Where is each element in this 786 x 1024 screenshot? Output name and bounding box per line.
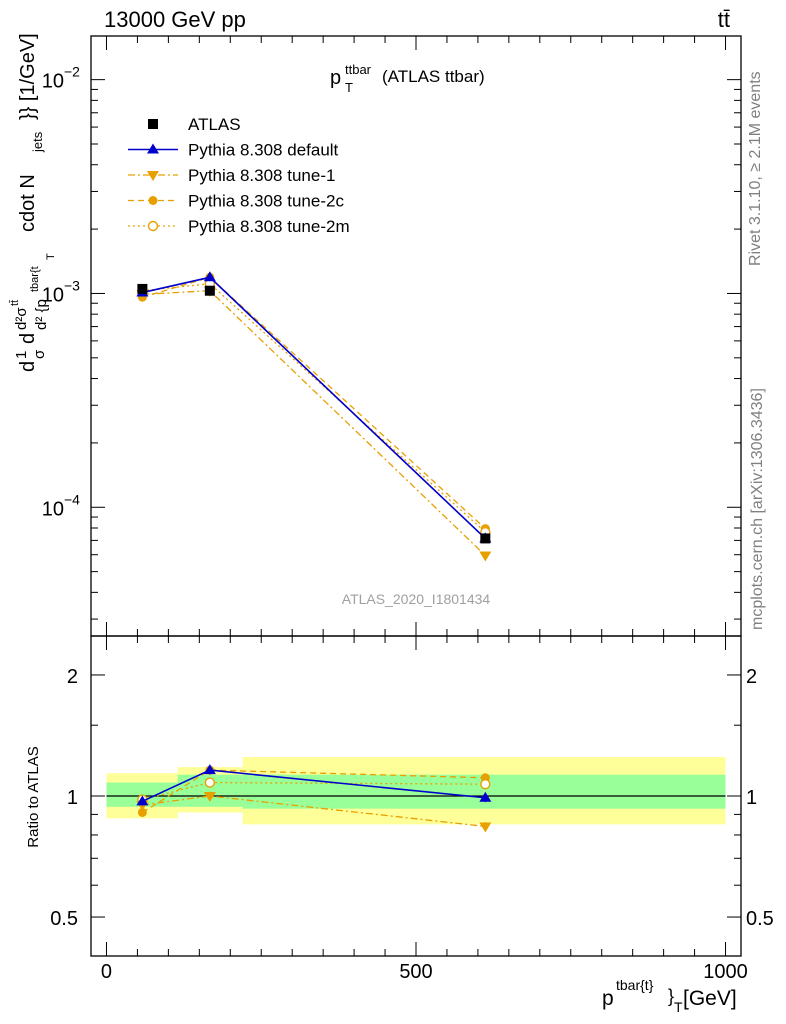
main-series-atlas [137, 283, 491, 544]
ratio-ytick-label-right-0: 0.5 [746, 908, 774, 930]
ratio-ytick-label-right-2: 2 [746, 666, 757, 688]
legend-label-default: Pythia 8.308 default [188, 141, 339, 160]
ratio-axis-ticks: 0.5 0.5 1 1 2 2 0 500 1000 [50, 636, 774, 983]
ratio-series-lines [136, 764, 492, 833]
ratio-point-tune2m [204, 777, 216, 788]
main-series-tune1 [136, 286, 492, 562]
legend-marker-default [147, 143, 159, 154]
main-point-atlas [137, 283, 148, 294]
main-series-tune2m [137, 278, 491, 538]
ylabel-ttbar: tt̄ [9, 300, 21, 306]
legend-label-tune2c: Pythia 8.308 tune-2c [188, 192, 344, 211]
main-axis-ticks: 10−410−310−2 [42, 36, 741, 636]
main-ytick-exp: −4 [64, 491, 80, 507]
ratio-point-default [479, 791, 492, 802]
legend-entry-default: Pythia 8.308 default [128, 141, 339, 160]
ratio-line-tune2c [142, 769, 486, 814]
ylabel-d2: d [17, 333, 39, 344]
legend-marker-tune2m [147, 220, 159, 232]
ratio-y-axis-label: Ratio to ATLAS [25, 746, 42, 847]
legend-label-tune1: Pythia 8.308 tune-1 [188, 166, 335, 185]
xlabel-close: } [668, 986, 674, 1006]
ratio-point-tune1 [479, 822, 492, 833]
ratio-uncertainty-bands [106, 757, 726, 825]
xtick-label-1: 500 [399, 961, 432, 983]
plot-title-suffix: (ATLAS ttbar) [382, 67, 485, 86]
ratio-point-tune2c [137, 807, 147, 817]
main-ytick-base: 10 [42, 284, 64, 306]
ratio-ytick-label-left-1: 1 [67, 787, 78, 809]
main-ytick-base: 10 [42, 498, 64, 520]
ratio-ytick-label-left-2: 2 [67, 666, 78, 688]
main-y-axis-label: d 1 σ d d²σ tt̄ d² {p tbar{t T cdot N je… [9, 33, 57, 372]
main-ytick-base: 10 [42, 71, 64, 93]
main-ytick-label-2: 10 −2 [42, 64, 80, 93]
main-ytick-exp: −3 [64, 277, 80, 293]
mcplots-reference-text: mcplots.cern.ch [arXiv:1306.3436] [749, 388, 766, 630]
legend-entry-tune1: Pythia 8.308 tune-1 [128, 166, 335, 185]
main-series-lines [136, 271, 492, 562]
ratio-point-tune2m [480, 778, 491, 790]
plot-title-main: p [330, 67, 341, 89]
ratio-ytick-label-left-0: 0.5 [50, 908, 78, 930]
xlabel-main: p [602, 987, 614, 1010]
legend-label-tune2m: Pythia 8.308 tune-2m [188, 217, 350, 236]
ratio-point-tune1 [203, 792, 216, 802]
legend-entry-atlas: ATLAS [148, 115, 241, 134]
ratio-point-default [203, 764, 216, 775]
main-line-tune2c [142, 276, 486, 530]
ylabel-unit: }} [1/GeV] [17, 33, 39, 120]
ylabel-jets: jets [30, 131, 45, 153]
legend-marker-tune2c [148, 196, 158, 205]
ylabel-cdot: cdot N [17, 174, 39, 232]
main-line-tune2m [142, 283, 486, 533]
ylabel-d2p: d² {p [33, 299, 50, 330]
ylabel-d2sigma: d²σ [13, 307, 30, 330]
ylabel-sigma: σ [31, 349, 48, 359]
plot-title-sup: ttbar [345, 62, 372, 77]
ylabel-one: 1 [13, 351, 30, 359]
analysis-watermark: ATLAS_2020_I1801434 [342, 591, 491, 607]
header-left: 13000 GeV pp [104, 7, 246, 32]
legend-label-atlas: ATLAS [188, 115, 241, 134]
x-axis-label: p tbar{t} } T [GeV] [602, 977, 737, 1015]
header-right: tt̄ [718, 7, 730, 32]
ratio-series-default [136, 764, 492, 806]
xlabel-sup: tbar{t} [616, 977, 654, 993]
main-line-default [142, 276, 486, 540]
legend-marker-tune1 [147, 171, 159, 181]
xlabel-unit: [GeV] [683, 987, 737, 1010]
main-ytick-label-1: 10 −3 [42, 277, 80, 306]
main-ytick-label-0: 10 −4 [42, 491, 80, 520]
main-line-tune1 [142, 290, 486, 556]
ylabel-d1: d [17, 361, 39, 372]
legend-entry-tune2c: Pythia 8.308 tune-2c [128, 192, 344, 211]
main-series-tune2c [137, 272, 490, 534]
main-point-default [203, 271, 216, 282]
xlabel-sub: T [674, 999, 683, 1015]
main-point-tune1 [479, 551, 492, 562]
main-point-atlas [204, 285, 215, 296]
main-ytick-exp: −2 [64, 64, 80, 80]
legend-entry-tune2m: Pythia 8.308 tune-2m [128, 217, 350, 236]
ratio-point-default [136, 795, 149, 806]
xtick-label-0: 0 [101, 961, 112, 983]
ylabel-T: T [45, 253, 57, 260]
plot-title: p ttbar T (ATLAS ttbar) [330, 62, 485, 95]
ratio-ytick-label-right-1: 1 [746, 787, 757, 809]
rivet-version-text: Rivet 3.1.10, ≥ 2.1M events [747, 71, 764, 266]
xtick-label-2: 1000 [703, 961, 748, 983]
main-series-default [136, 271, 492, 543]
main-point-atlas [480, 533, 491, 544]
legend: ATLAS Pythia 8.308 default Pythia 8.308 tu… [128, 115, 350, 236]
legend-marker-atlas [148, 119, 158, 129]
plot-title-sub: T [345, 80, 353, 95]
ylabel-tbar: tbar{t [29, 266, 41, 292]
